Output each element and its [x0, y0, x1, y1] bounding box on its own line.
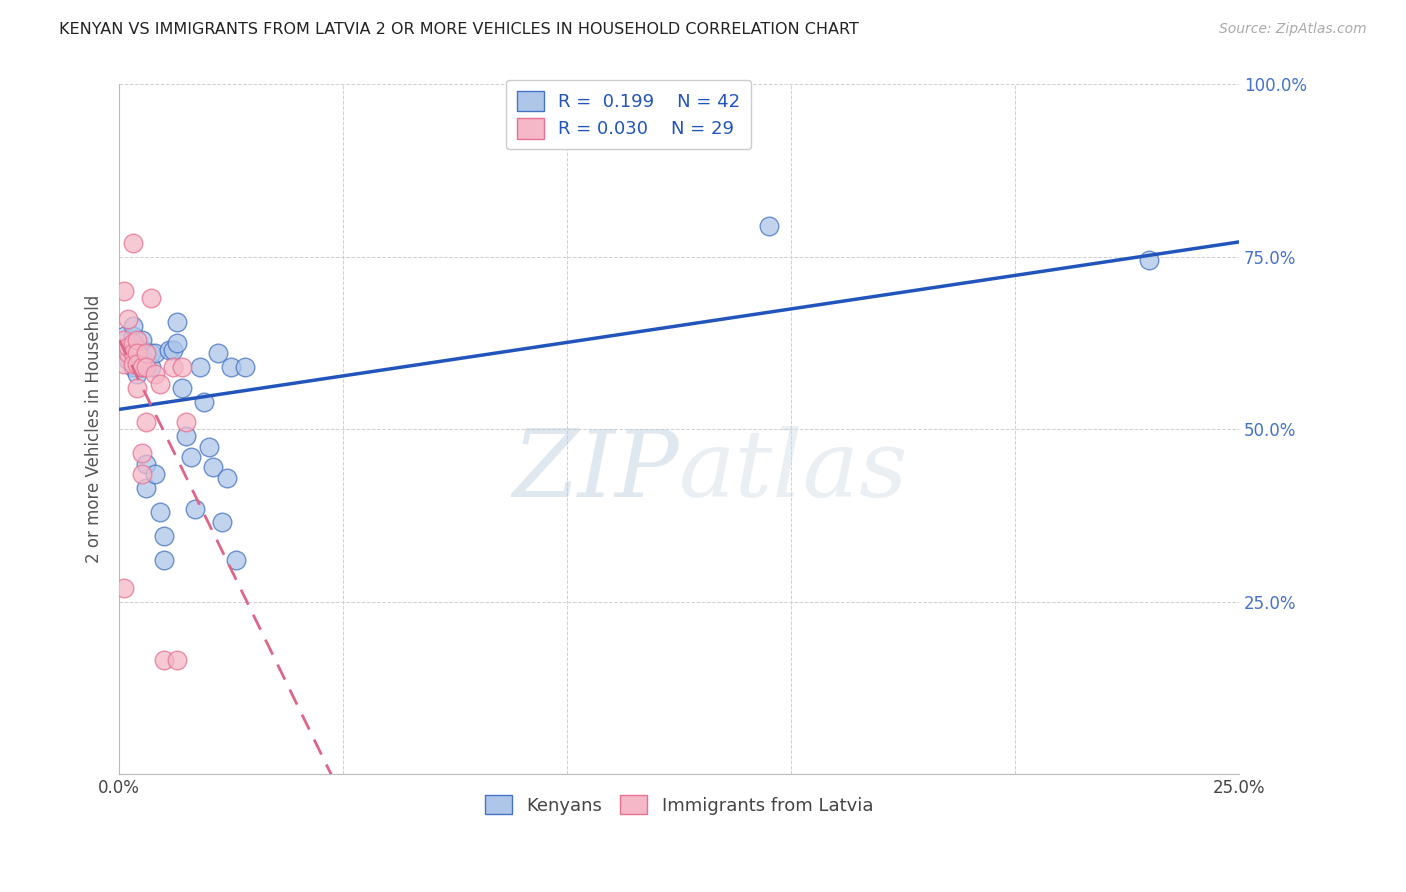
- Point: [139, 360, 162, 375]
- Point: [117, 339, 139, 353]
- Point: [112, 343, 135, 357]
- Point: [121, 346, 143, 360]
- Point: [131, 343, 153, 357]
- Point: [117, 312, 139, 326]
- Point: [176, 429, 198, 443]
- Point: [188, 360, 211, 375]
- Point: [131, 360, 153, 375]
- Point: [233, 360, 256, 375]
- Point: [198, 440, 221, 454]
- Point: [121, 235, 143, 250]
- Text: KENYAN VS IMMIGRANTS FROM LATVIA 2 OR MORE VEHICLES IN HOUSEHOLD CORRELATION CHA: KENYAN VS IMMIGRANTS FROM LATVIA 2 OR MO…: [59, 22, 859, 37]
- Point: [112, 329, 135, 343]
- Point: [131, 446, 153, 460]
- Point: [162, 343, 184, 357]
- Point: [112, 285, 135, 299]
- Point: [180, 450, 202, 464]
- Point: [135, 360, 157, 375]
- Point: [121, 339, 143, 353]
- Point: [127, 367, 149, 381]
- Point: [127, 339, 149, 353]
- Point: [143, 346, 166, 360]
- Point: [135, 346, 157, 360]
- Point: [170, 381, 193, 395]
- Point: [121, 318, 143, 333]
- Point: [112, 357, 135, 371]
- Point: [135, 481, 157, 495]
- Point: [148, 377, 170, 392]
- Point: [143, 467, 166, 482]
- Point: [166, 653, 188, 667]
- Text: ZIP: ZIP: [512, 425, 679, 516]
- Point: [127, 381, 149, 395]
- Point: [112, 581, 135, 595]
- Point: [127, 357, 149, 371]
- Point: [166, 315, 188, 329]
- Point: [176, 416, 198, 430]
- Point: [207, 346, 229, 360]
- Point: [184, 501, 207, 516]
- Point: [121, 336, 143, 351]
- Point: [215, 470, 238, 484]
- Text: Source: ZipAtlas.com: Source: ZipAtlas.com: [1219, 22, 1367, 37]
- Point: [131, 360, 153, 375]
- Point: [157, 343, 180, 357]
- Point: [117, 353, 139, 368]
- Point: [170, 360, 193, 375]
- Point: [758, 219, 780, 233]
- Point: [131, 333, 153, 347]
- Point: [153, 529, 176, 543]
- Legend: Kenyans, Immigrants from Latvia: Kenyans, Immigrants from Latvia: [475, 786, 883, 823]
- Point: [219, 360, 242, 375]
- Point: [1137, 253, 1160, 268]
- Text: atlas: atlas: [679, 425, 908, 516]
- Point: [121, 329, 143, 343]
- Y-axis label: 2 or more Vehicles in Household: 2 or more Vehicles in Household: [86, 295, 103, 564]
- Point: [131, 467, 153, 482]
- Point: [166, 336, 188, 351]
- Point: [135, 457, 157, 471]
- Point: [127, 346, 149, 360]
- Point: [153, 553, 176, 567]
- Point: [121, 360, 143, 375]
- Point: [211, 516, 233, 530]
- Point: [127, 333, 149, 347]
- Point: [135, 416, 157, 430]
- Point: [117, 346, 139, 360]
- Point: [148, 505, 170, 519]
- Point: [225, 553, 247, 567]
- Point: [139, 291, 162, 305]
- Point: [112, 333, 135, 347]
- Point: [139, 346, 162, 360]
- Point: [202, 460, 225, 475]
- Point: [153, 653, 176, 667]
- Point: [162, 360, 184, 375]
- Point: [143, 367, 166, 381]
- Point: [127, 353, 149, 368]
- Point: [193, 394, 215, 409]
- Point: [121, 357, 143, 371]
